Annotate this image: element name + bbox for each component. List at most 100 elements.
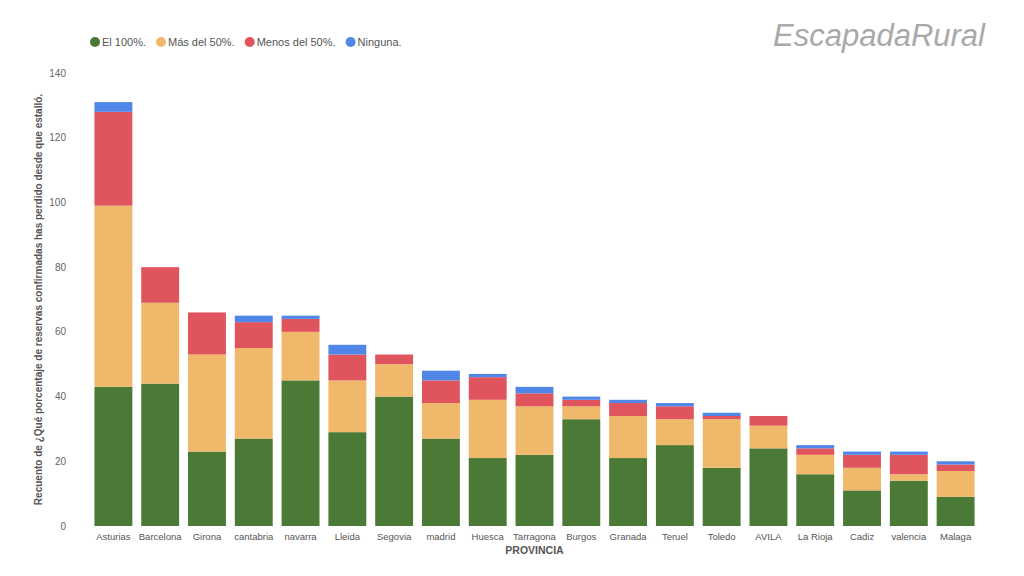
x-tick-label: AVILA: [755, 531, 782, 542]
y-tick-label: 100: [49, 197, 66, 208]
x-tick-label: Granada: [610, 531, 648, 542]
bar-segment: [843, 452, 881, 455]
x-tick-label: Burgos: [566, 531, 596, 542]
x-tick-label: Malaga: [940, 531, 972, 542]
x-axis: Asturias Barcelona Girona cantabria navarra L…: [96, 531, 972, 542]
bar-segment: [188, 312, 226, 354]
bar-segment: [843, 468, 881, 491]
bar-segment: [375, 355, 413, 365]
x-tick-label: La Rioja: [798, 531, 834, 542]
bar-segment: [890, 481, 928, 526]
bar-segment: [469, 374, 507, 377]
bar-segment: [843, 455, 881, 468]
bar-segment: [656, 403, 694, 406]
bar-segment: [937, 497, 975, 526]
bar-segment: [94, 102, 132, 112]
y-tick-label: 60: [55, 326, 67, 337]
bar-segment: [656, 406, 694, 419]
bar-segment: [188, 312, 226, 313]
x-tick-label: Cadiz: [850, 531, 875, 542]
bars: [94, 102, 974, 526]
x-tick-label: Girona: [193, 531, 222, 542]
bar-segment: [749, 415, 787, 416]
tick-mark: [86, 267, 89, 268]
legend-swatch: [245, 37, 255, 47]
x-tick-label: Huesca: [472, 531, 505, 542]
legend: El 100%. Más del 50%. Menos del 50%. Ningun…: [90, 36, 402, 48]
y-tick-label: 40: [55, 391, 67, 402]
bar-segment: [375, 364, 413, 396]
bar-segment: [796, 448, 834, 454]
x-tick-label: navarra: [284, 531, 317, 542]
bar-segment: [422, 403, 460, 439]
bar-segment: [796, 455, 834, 474]
bar-segment: [562, 400, 600, 406]
x-tick-label: cantabria: [234, 531, 274, 542]
bar-segment: [516, 387, 554, 393]
x-tick-label: Toledo: [708, 531, 736, 542]
legend-swatch: [346, 37, 356, 47]
bar-segment: [562, 406, 600, 419]
x-tick-label: valencia: [891, 531, 927, 542]
bar-segment: [94, 206, 132, 387]
x-tick-label: Teruel: [662, 531, 688, 542]
bar-segment: [890, 474, 928, 480]
bar-segment: [609, 458, 647, 526]
bar-segment: [282, 319, 320, 332]
tick-mark: [86, 396, 89, 397]
tick-mark: [86, 137, 89, 138]
bar-segment: [188, 452, 226, 526]
bar-segment: [937, 465, 975, 471]
bar-segment: [141, 267, 179, 268]
legend-label: Ninguna.: [358, 36, 402, 48]
bar-segment: [282, 380, 320, 526]
bar-segment: [422, 371, 460, 381]
x-tick-label: Barcelona: [139, 531, 182, 542]
bar-segment: [282, 332, 320, 381]
legend-label: Menos del 50%.: [257, 36, 336, 48]
bar-segment: [375, 397, 413, 526]
logo-text: EscapadaRural: [773, 18, 986, 53]
bar-segment: [796, 445, 834, 448]
y-tick-label: 140: [49, 68, 66, 79]
y-axis: 020406080100120140: [49, 68, 89, 532]
x-tick-label: Tarragona: [513, 531, 556, 542]
y-tick-label: 20: [55, 456, 67, 467]
bar-segment: [422, 380, 460, 403]
bar-segment: [375, 354, 413, 355]
bar-segment: [656, 445, 694, 526]
bar-segment: [94, 387, 132, 526]
tick-mark: [86, 73, 89, 74]
y-axis-title: Recuento de ¿Qué porcentaje de reservas …: [33, 94, 45, 505]
bar-segment: [937, 461, 975, 464]
legend-label: El 100%.: [102, 36, 146, 48]
bar-segment: [516, 393, 554, 406]
bar-segment: [890, 455, 928, 474]
bar-segment: [562, 397, 600, 400]
legend-swatch: [90, 37, 100, 47]
bar-segment: [328, 432, 366, 526]
bar-segment: [328, 380, 366, 432]
bar-segment: [235, 348, 273, 439]
bar-segment: [749, 426, 787, 449]
tick-mark: [86, 461, 89, 462]
bar-segment: [469, 400, 507, 458]
tick-mark: [86, 526, 89, 527]
bar-segment: [562, 419, 600, 526]
bar-segment: [656, 419, 694, 445]
bar-segment: [141, 303, 179, 384]
x-tick-label: Asturias: [96, 531, 131, 542]
bar-segment: [94, 112, 132, 206]
bar-segment: [469, 458, 507, 526]
y-tick-label: 80: [55, 262, 67, 273]
bar-segment: [703, 416, 741, 419]
bar-segment: [469, 377, 507, 400]
tick-mark: [86, 331, 89, 332]
bar-segment: [282, 316, 320, 319]
bar-segment: [703, 419, 741, 468]
bar-segment: [235, 316, 273, 322]
legend-label: Más del 50%.: [168, 36, 235, 48]
bar-segment: [235, 322, 273, 348]
bar-segment: [188, 355, 226, 452]
bar-segment: [422, 439, 460, 526]
